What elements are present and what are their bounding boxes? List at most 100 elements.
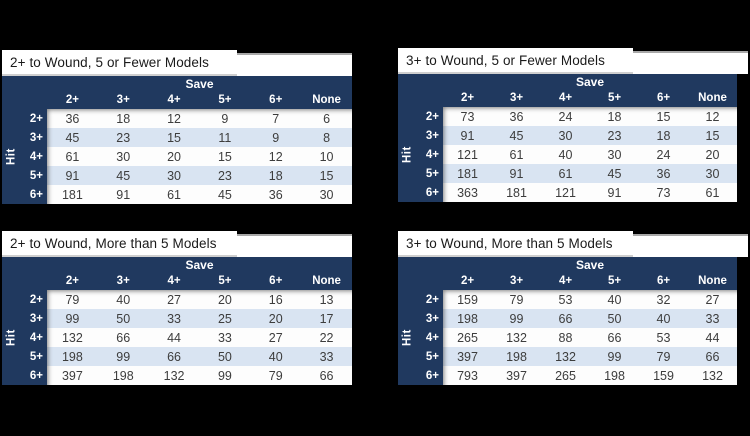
data-cell: 20 bbox=[199, 290, 251, 309]
row-header: 5+ bbox=[425, 167, 439, 180]
data-cell: 30 bbox=[541, 126, 590, 145]
wound-table-card: 3+ to Wound, 5 or Fewer Models Save 2+ 3+… bbox=[398, 48, 748, 202]
data-cell: 73 bbox=[639, 183, 688, 202]
data-cell: 99 bbox=[492, 309, 541, 328]
column-header: 6+ bbox=[656, 92, 671, 104]
row-header: 4+ bbox=[29, 150, 43, 163]
data-cell: 30 bbox=[688, 164, 737, 183]
data-cell: 27 bbox=[250, 328, 302, 347]
data-cell: 32 bbox=[639, 290, 688, 309]
data-cell: 61 bbox=[541, 164, 590, 183]
data-cell: 397 bbox=[492, 366, 541, 385]
data-cell: 53 bbox=[639, 328, 688, 347]
table-title: 3+ to Wound, 5 or Fewer Models bbox=[406, 52, 605, 68]
data-cell: 40 bbox=[250, 347, 302, 366]
column-header: None bbox=[312, 275, 341, 287]
data-cell: 40 bbox=[97, 290, 149, 309]
data-cell: 12 bbox=[148, 109, 200, 128]
table-title: 3+ to Wound, More than 5 Models bbox=[406, 235, 613, 251]
data-cell: 99 bbox=[97, 347, 149, 366]
data-cell: 23 bbox=[199, 166, 251, 185]
data-cell: 23 bbox=[97, 128, 149, 147]
column-headers: 2+ 3+ 4+ 5+ 6+ None bbox=[443, 89, 737, 107]
row-header: 4+ bbox=[425, 148, 439, 161]
data-cell: 198 bbox=[443, 309, 492, 328]
save-group-header: Save bbox=[185, 76, 214, 91]
table-title-box: 3+ to Wound, 5 or Fewer Models bbox=[398, 48, 633, 74]
row-headers: 2+ 3+ 4+ 5+ 6+ bbox=[21, 109, 47, 204]
column-header: 4+ bbox=[167, 275, 181, 287]
data-cell: 132 bbox=[688, 366, 737, 385]
data-cell: 121 bbox=[443, 145, 492, 164]
title-strip bbox=[237, 53, 352, 76]
hit-group-header: Hit bbox=[5, 148, 18, 165]
row-header: 2+ bbox=[425, 293, 439, 306]
column-headers: 2+ 3+ 4+ 5+ 6+ None bbox=[443, 272, 737, 290]
row-header: 5+ bbox=[425, 350, 439, 363]
wound-table-card: 3+ to Wound, More than 5 Models Save 2+ 3… bbox=[398, 231, 748, 385]
data-cell: 44 bbox=[688, 328, 737, 347]
save-group-header: Save bbox=[575, 74, 605, 89]
column-header: 5+ bbox=[607, 92, 622, 104]
data-cell: 50 bbox=[590, 309, 639, 328]
data-cell: 12 bbox=[688, 107, 737, 126]
row-header: 6+ bbox=[29, 188, 43, 201]
data-cell: 66 bbox=[541, 309, 590, 328]
data-cell: 15 bbox=[199, 147, 251, 166]
data-cell: 13 bbox=[301, 290, 352, 309]
data-cell: 61 bbox=[148, 185, 200, 204]
data-cell: 132 bbox=[47, 328, 98, 347]
data-cell: 121 bbox=[541, 183, 590, 202]
data-grid: 36 18 12 9 7 6 45 23 15 11 9 8 61 30 20 15 12 10 91 45 30 23 1… bbox=[47, 109, 352, 204]
data-cell: 15 bbox=[639, 107, 688, 126]
column-header: 4+ bbox=[558, 275, 573, 287]
wound-table-card: 2+ to Wound, More than 5 Models Save 2+ 3… bbox=[2, 231, 352, 385]
data-cell: 44 bbox=[148, 328, 200, 347]
data-cell: 20 bbox=[250, 309, 302, 328]
column-header: 2+ bbox=[65, 94, 79, 106]
title-strip bbox=[633, 234, 748, 257]
data-cell: 132 bbox=[492, 328, 541, 347]
data-cell: 33 bbox=[301, 347, 352, 366]
data-cell: 45 bbox=[97, 166, 149, 185]
data-cell: 198 bbox=[97, 366, 149, 385]
data-cell: 66 bbox=[688, 347, 737, 366]
table-title-box: 3+ to Wound, More than 5 Models bbox=[398, 231, 633, 257]
data-cell: 45 bbox=[47, 128, 98, 147]
data-grid: 79 40 27 20 16 13 99 50 33 25 20 17 132 66 44 33 27 22 198… bbox=[47, 290, 352, 385]
data-grid: 73 36 24 18 15 12 91 45 30 23 18 15 121 61 40 30 24 20 181… bbox=[443, 107, 737, 202]
title-strip bbox=[237, 234, 352, 257]
data-cell: 363 bbox=[443, 183, 492, 202]
data-cell: 18 bbox=[97, 109, 149, 128]
column-header: 3+ bbox=[116, 94, 130, 106]
data-cell: 18 bbox=[590, 107, 639, 126]
data-cell: 132 bbox=[148, 366, 200, 385]
data-table: Save 2+ 3+ 4+ 5+ 6+ None Hit 2+ 3+ 4+ 5+ 6+ 79 40 2… bbox=[2, 257, 352, 385]
data-cell: 17 bbox=[301, 309, 352, 328]
title-strip bbox=[633, 51, 748, 74]
data-cell: 15 bbox=[148, 128, 200, 147]
data-cell: 53 bbox=[541, 290, 590, 309]
row-headers: 2+ 3+ 4+ 5+ 6+ bbox=[21, 290, 47, 385]
data-cell: 8 bbox=[301, 128, 352, 147]
column-header: 2+ bbox=[460, 275, 475, 287]
table-title-box: 2+ to Wound, More than 5 Models bbox=[2, 231, 237, 257]
column-header: 6+ bbox=[269, 94, 283, 106]
data-cell: 99 bbox=[199, 366, 251, 385]
data-cell: 40 bbox=[541, 145, 590, 164]
data-cell: 33 bbox=[688, 309, 737, 328]
save-group-header: Save bbox=[185, 257, 214, 272]
data-table: Save 2+ 3+ 4+ 5+ 6+ None Hit 2+ 3+ 4+ 5+ 6+ 159 79… bbox=[398, 257, 737, 385]
column-header: 5+ bbox=[607, 275, 622, 287]
data-cell: 20 bbox=[688, 145, 737, 164]
data-cell: 12 bbox=[250, 147, 302, 166]
column-header: None bbox=[312, 94, 341, 106]
table-title: 2+ to Wound, More than 5 Models bbox=[10, 235, 217, 251]
row-header: 4+ bbox=[425, 331, 439, 344]
data-cell: 91 bbox=[590, 183, 639, 202]
data-cell: 265 bbox=[541, 366, 590, 385]
save-group-header: Save bbox=[575, 257, 605, 272]
data-cell: 265 bbox=[443, 328, 492, 347]
data-cell: 61 bbox=[492, 145, 541, 164]
data-cell: 24 bbox=[541, 107, 590, 126]
